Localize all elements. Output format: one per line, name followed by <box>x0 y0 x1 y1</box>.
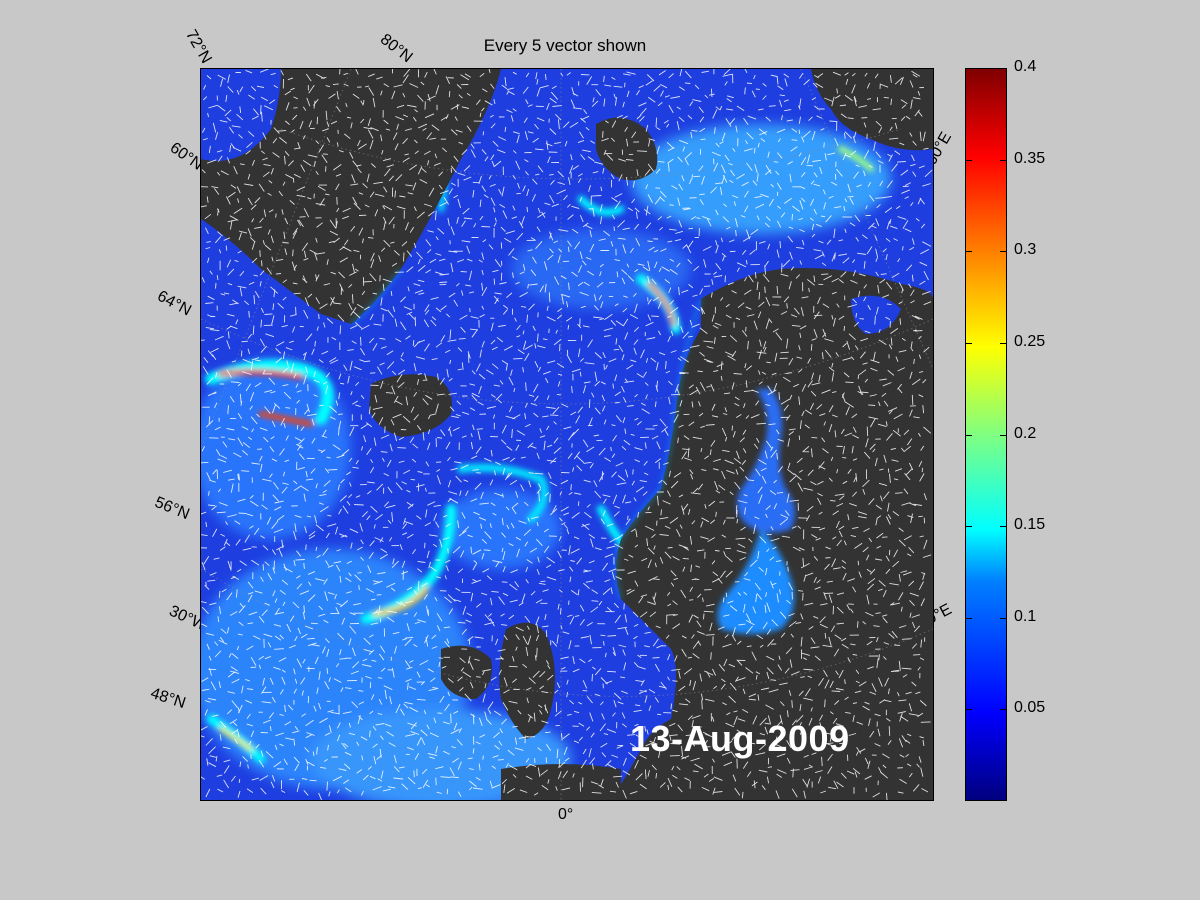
map-canvas <box>201 69 933 800</box>
coast-glow <box>350 268 702 600</box>
graticule <box>201 69 933 800</box>
colorbar-tickmark <box>965 526 972 528</box>
colorbar-tick-label: 0.1 <box>1014 607 1037 625</box>
colorbar-tick-label: 0.05 <box>1014 699 1046 717</box>
colorbar-tickmark <box>965 709 972 711</box>
baltic-sea <box>717 389 795 634</box>
colorbar-tick-label: 0.25 <box>1014 332 1046 350</box>
colorbar-tick-label: 0.4 <box>1014 58 1037 75</box>
colorbar-tickmark <box>1000 709 1007 711</box>
current-speed-map <box>200 68 934 801</box>
colorbar-tickmark <box>1000 159 1007 161</box>
colorbar-tick-label: 0.2 <box>1014 424 1037 442</box>
lat-label-56n: 56°N <box>152 493 192 524</box>
colorbar-tickmark <box>1000 251 1007 253</box>
colorbar-tickmark <box>965 617 972 619</box>
colorbar-tickmark <box>965 434 972 436</box>
lon-label-0: 0° <box>558 806 574 823</box>
figure-title: Every 5 vector shown <box>483 36 647 55</box>
colorbar-tick-label: 0.15 <box>1014 516 1046 534</box>
colorbar-tick-label: 0.35 <box>1014 149 1046 167</box>
colorbar-tickmark <box>965 251 972 253</box>
colorbar-tickmark <box>1000 342 1007 344</box>
colorbar-tickmark <box>1000 617 1007 619</box>
colorbar-tickmark <box>1000 526 1007 528</box>
colorbar-tickmark <box>1000 68 1007 69</box>
colorbar-tickmark <box>965 342 972 344</box>
lat-label-64n: 64°N <box>154 287 194 320</box>
lat-label-72n: 72°N <box>182 27 215 67</box>
lat-label-48n: 48°N <box>148 684 188 713</box>
white-sea <box>851 295 901 334</box>
colorbar-tick-label: 0.3 <box>1014 241 1037 259</box>
colorbar-tickmark <box>965 159 972 161</box>
velocity-vectors <box>201 69 933 800</box>
date-stamp: 13-Aug-2009 <box>630 718 850 759</box>
vector-arrows <box>201 69 933 800</box>
colorbar-tickmark <box>965 68 972 69</box>
colorbar-tickmark <box>1000 434 1007 436</box>
